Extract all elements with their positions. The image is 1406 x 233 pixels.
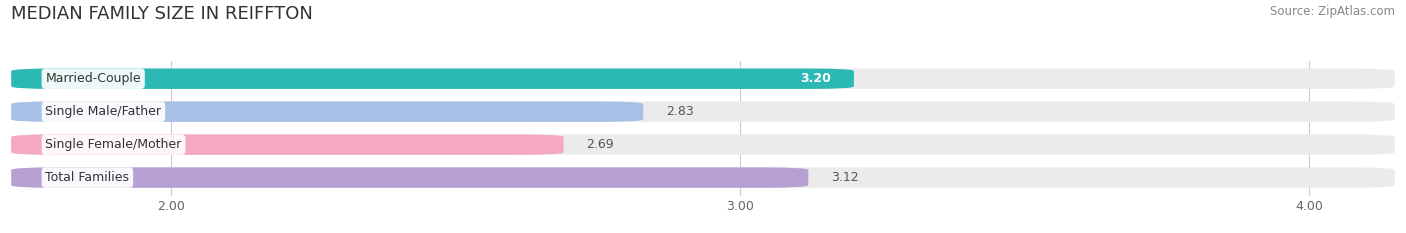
FancyBboxPatch shape (11, 167, 1395, 188)
FancyBboxPatch shape (11, 134, 564, 155)
Text: 3.12: 3.12 (831, 171, 859, 184)
FancyBboxPatch shape (11, 69, 1395, 89)
FancyBboxPatch shape (11, 101, 1395, 122)
Text: 2.83: 2.83 (666, 105, 693, 118)
Text: Total Families: Total Families (45, 171, 129, 184)
FancyBboxPatch shape (11, 167, 808, 188)
FancyBboxPatch shape (11, 69, 853, 89)
Text: Single Female/Mother: Single Female/Mother (45, 138, 181, 151)
Text: 2.69: 2.69 (586, 138, 614, 151)
FancyBboxPatch shape (11, 134, 1395, 155)
Text: MEDIAN FAMILY SIZE IN REIFFTON: MEDIAN FAMILY SIZE IN REIFFTON (11, 5, 314, 23)
Text: Source: ZipAtlas.com: Source: ZipAtlas.com (1270, 5, 1395, 18)
Text: Married-Couple: Married-Couple (45, 72, 141, 85)
Text: Single Male/Father: Single Male/Father (45, 105, 162, 118)
Text: 3.20: 3.20 (800, 72, 831, 85)
FancyBboxPatch shape (11, 101, 643, 122)
